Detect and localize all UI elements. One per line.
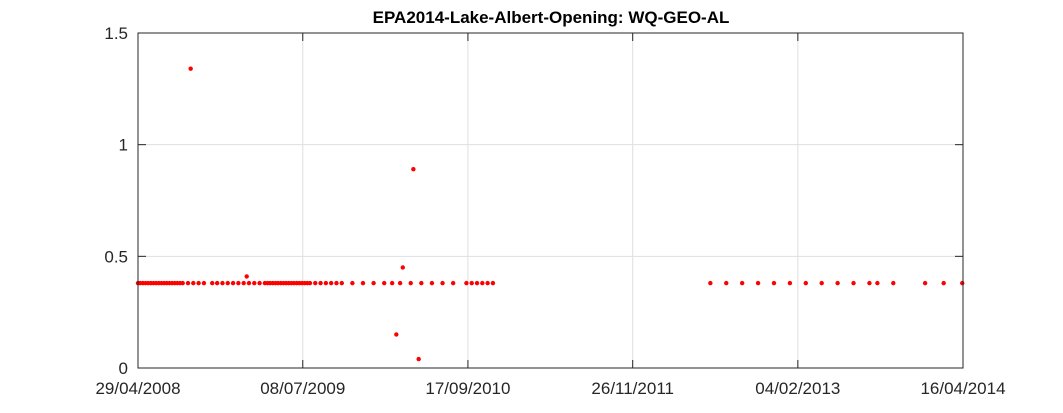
chart-title: EPA2014-Lake-Albert-Opening: WQ-GEO-AL (373, 8, 730, 27)
data-point (490, 280, 496, 286)
data-point (313, 280, 318, 286)
data-point (339, 280, 344, 286)
data-point (803, 280, 808, 286)
data-point (891, 280, 896, 286)
data-point (371, 280, 376, 286)
data-point (191, 280, 196, 286)
data-point (755, 280, 761, 286)
x-tick-label: 16/04/2014 (920, 379, 1005, 398)
y-tick-label: 1 (119, 136, 128, 155)
data-point (307, 280, 313, 286)
data-point (851, 280, 856, 286)
data-point (941, 280, 946, 286)
data-point (246, 280, 252, 286)
data-point (328, 280, 334, 286)
data-point (835, 280, 840, 286)
data-point (236, 280, 241, 286)
x-tick-label: 17/09/2010 (425, 379, 510, 398)
data-point (389, 280, 395, 286)
data-point (397, 280, 403, 286)
data-points (135, 66, 965, 362)
data-point (450, 280, 456, 286)
data-point (739, 280, 745, 286)
data-point (480, 280, 485, 286)
data-point (257, 280, 262, 286)
x-tick-label: 08/07/2009 (260, 379, 345, 398)
data-point (196, 280, 201, 286)
data-point (469, 280, 474, 286)
data-point (188, 66, 193, 71)
y-tick-label: 0.5 (104, 247, 128, 266)
data-point (225, 280, 230, 286)
data-point (416, 356, 421, 362)
data-point (819, 280, 824, 286)
data-point (185, 280, 191, 286)
data-point (323, 280, 329, 286)
data-point (474, 280, 480, 286)
data-point (419, 280, 424, 286)
data-point (440, 280, 445, 286)
data-point (201, 280, 207, 286)
data-point (708, 280, 713, 286)
data-point (214, 280, 220, 286)
data-point (875, 280, 880, 286)
data-point (400, 265, 405, 270)
x-tick-label: 29/04/2008 (95, 379, 180, 398)
x-tick-label: 26/11/2011 (591, 379, 674, 398)
data-point (485, 280, 490, 286)
data-point (408, 280, 413, 286)
data-point (382, 280, 387, 286)
data-point (244, 274, 249, 279)
data-point (411, 167, 416, 172)
x-tick-label: 04/02/2013 (755, 379, 840, 398)
axis-ticks: 29/04/2008 08/07/2009 17/09/2010 26/11/2011… (95, 24, 1005, 398)
data-point (429, 280, 435, 286)
data-point (334, 280, 339, 286)
data-point (350, 280, 355, 286)
data-point (220, 280, 225, 286)
data-point (241, 280, 246, 286)
data-point (180, 280, 185, 286)
data-point (230, 280, 236, 286)
data-point (210, 280, 215, 286)
data-point (787, 280, 793, 286)
data-point (252, 280, 257, 286)
y-tick-label: 1.5 (104, 24, 128, 43)
data-point (394, 332, 399, 337)
data-point (724, 280, 729, 286)
data-point (867, 280, 872, 286)
grid (137, 32, 964, 369)
data-point (960, 280, 965, 286)
plot-area-frame (137, 32, 964, 369)
data-point (318, 280, 323, 286)
data-point (771, 280, 777, 286)
data-point (360, 280, 366, 286)
data-point (464, 280, 469, 286)
y-tick-label: 0 (119, 359, 128, 378)
data-point (922, 280, 928, 286)
